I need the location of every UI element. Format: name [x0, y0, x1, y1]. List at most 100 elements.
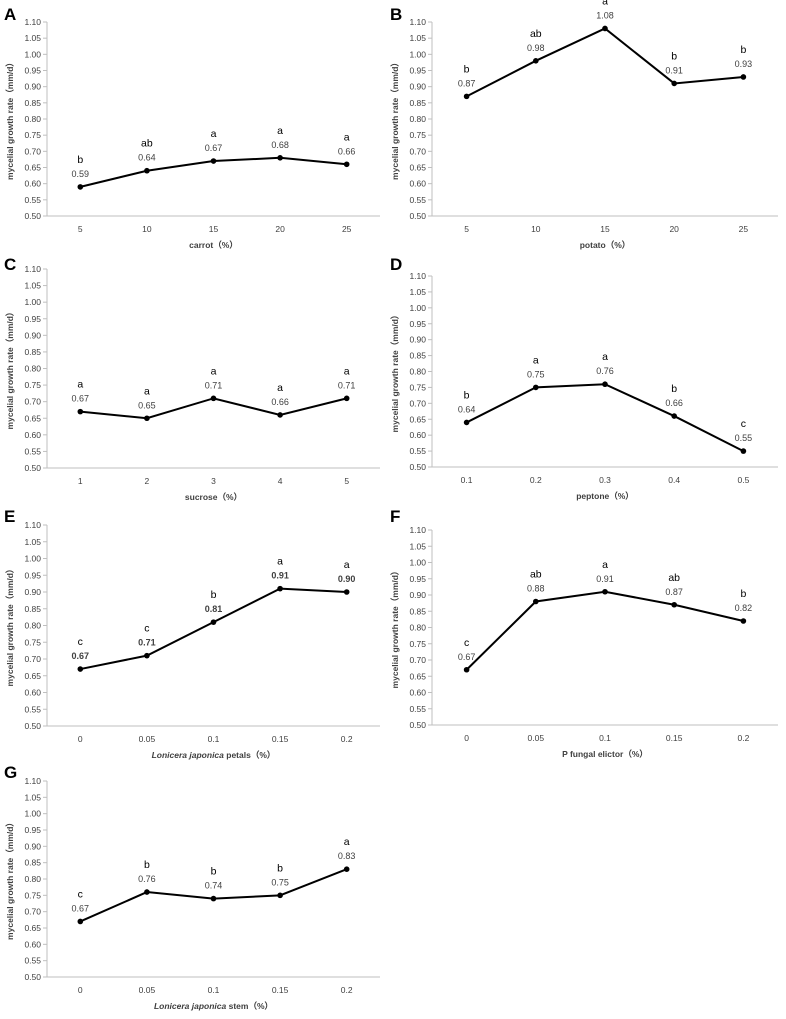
data-point — [144, 889, 150, 895]
y-tick-label: 0.65 — [24, 413, 41, 423]
data-label: 0.76 — [596, 366, 614, 376]
y-tick-label: 0.95 — [24, 570, 41, 580]
significance-letter: c — [78, 636, 83, 648]
y-tick-label: 0.75 — [24, 637, 41, 647]
series-line — [466, 27, 744, 98]
significance-letter: a — [344, 131, 350, 143]
significance-letter: c — [464, 637, 469, 649]
data-point — [77, 408, 84, 415]
data-point — [77, 184, 84, 190]
y-tick-label: 0.50 — [24, 721, 41, 731]
y-tick-label: 0.85 — [409, 606, 426, 616]
panel-label: D — [390, 255, 402, 274]
data-label: 0.66 — [338, 146, 356, 156]
y-tick-label: 1.10 — [409, 17, 426, 27]
y-tick-label: 1.05 — [24, 281, 41, 291]
significance-letter: b — [671, 50, 677, 62]
y-tick-label: 1.10 — [409, 271, 426, 281]
data-point — [343, 866, 350, 872]
data-label: 0.82 — [735, 603, 753, 613]
chart-panel-f: F 0.50 0.55 0.60 0.65 0.70 0.75 0.80 0.85 0.90 0.9… — [390, 507, 778, 759]
y-tick-label: 0.95 — [409, 574, 426, 584]
significance-letter: a — [533, 354, 539, 366]
significance-letter: ab — [141, 138, 153, 150]
x-tick-label: 0.1 — [461, 475, 473, 485]
significance-letter: a — [602, 559, 608, 571]
y-axis-label: mycelial growth rate（mm/d） — [5, 565, 15, 687]
y-tick-label: 0.80 — [24, 114, 41, 124]
x-tick-label: 25 — [739, 224, 749, 234]
x-tick-label: 0 — [464, 733, 469, 743]
data-label: 0.87 — [665, 587, 683, 597]
y-tick-label: 0.55 — [409, 195, 426, 205]
x-tick-label: 0.15 — [272, 985, 289, 995]
x-tick-label: 20 — [669, 224, 679, 234]
significance-letter: b — [144, 859, 150, 871]
x-tick-label: 0 — [78, 734, 83, 744]
y-tick-label: 0.65 — [409, 163, 426, 173]
data-label: 0.67 — [72, 903, 90, 913]
y-tick-label: 0.85 — [24, 604, 41, 614]
x-tick-label: 0.2 — [341, 734, 353, 744]
y-tick-label: 1.05 — [409, 287, 426, 297]
y-tick-label: 1.05 — [409, 33, 426, 43]
y-tick-label: 0.90 — [24, 330, 41, 340]
y-tick-label: 1.05 — [409, 541, 426, 551]
data-label: 0.90 — [338, 574, 356, 584]
x-tick-label: 0.1 — [208, 985, 220, 995]
y-tick-label: 1.05 — [24, 792, 41, 802]
y-tick-label: 1.00 — [24, 809, 41, 819]
data-label: 0.64 — [458, 404, 476, 414]
series-line — [465, 590, 744, 671]
significance-letter: a — [344, 365, 350, 377]
y-tick-label: 0.65 — [24, 923, 41, 933]
y-tick-label: 0.85 — [409, 351, 426, 361]
data-label: 0.91 — [271, 571, 289, 581]
significance-letter: a — [602, 351, 608, 363]
x-tick-label: 25 — [342, 224, 352, 234]
y-tick-label: 0.50 — [409, 462, 426, 472]
data-label: 0.98 — [527, 43, 545, 53]
data-point — [277, 585, 283, 592]
y-tick-label: 0.75 — [24, 130, 41, 140]
data-label: 0.88 — [527, 584, 545, 594]
x-tick-label: 0 — [78, 985, 83, 995]
data-label: 0.59 — [72, 169, 90, 179]
panel-label: A — [4, 5, 16, 24]
x-tick-label: 15 — [600, 224, 610, 234]
x-tick-label: 0.05 — [139, 734, 156, 744]
data-point — [671, 413, 677, 419]
data-label: 0.75 — [271, 877, 289, 887]
x-tick-label: 0.15 — [272, 734, 289, 744]
x-axis-label-text: sucrose（%） — [185, 492, 242, 502]
y-axis-label: mycelial growth rate（mm/d） — [390, 58, 400, 180]
data-point — [277, 155, 283, 161]
x-axis-label: sucrose（%） — [185, 492, 242, 502]
data-label: 0.67 — [72, 394, 90, 404]
x-axis-label-text: P fungal elictor（%） — [562, 749, 648, 759]
panel-label: E — [4, 507, 15, 526]
y-tick-label: 1.05 — [24, 33, 41, 43]
chart-panel-e: E 0.50 0.55 0.60 0.65 0.70 0.75 0.80 0.85 0.90 0.9… — [4, 507, 380, 760]
x-axis-label: carrot（%） — [189, 240, 238, 250]
data-label: 0.66 — [665, 398, 683, 408]
x-axis-label-italic: Lonicera japonica — [152, 750, 225, 760]
data-label: 0.74 — [205, 881, 223, 891]
y-axis-label: mycelial growth rate（mm/d） — [5, 58, 15, 180]
significance-letter: c — [78, 888, 83, 900]
y-tick-label: 1.00 — [409, 303, 426, 313]
x-tick-label: 10 — [531, 224, 541, 234]
y-tick-label: 0.65 — [409, 671, 426, 681]
x-tick-label: 1 — [78, 476, 83, 486]
y-tick-label: 0.80 — [409, 367, 426, 377]
panel-label: F — [390, 507, 400, 526]
data-point — [144, 167, 150, 174]
data-point — [210, 619, 217, 625]
data-point — [77, 666, 84, 672]
data-point — [602, 381, 608, 388]
y-tick-label: 0.80 — [409, 114, 426, 124]
y-tick-label: 0.90 — [24, 82, 41, 92]
significance-letter: b — [277, 862, 283, 874]
y-axis-label: mycelial growth rate（mm/d） — [5, 818, 15, 940]
